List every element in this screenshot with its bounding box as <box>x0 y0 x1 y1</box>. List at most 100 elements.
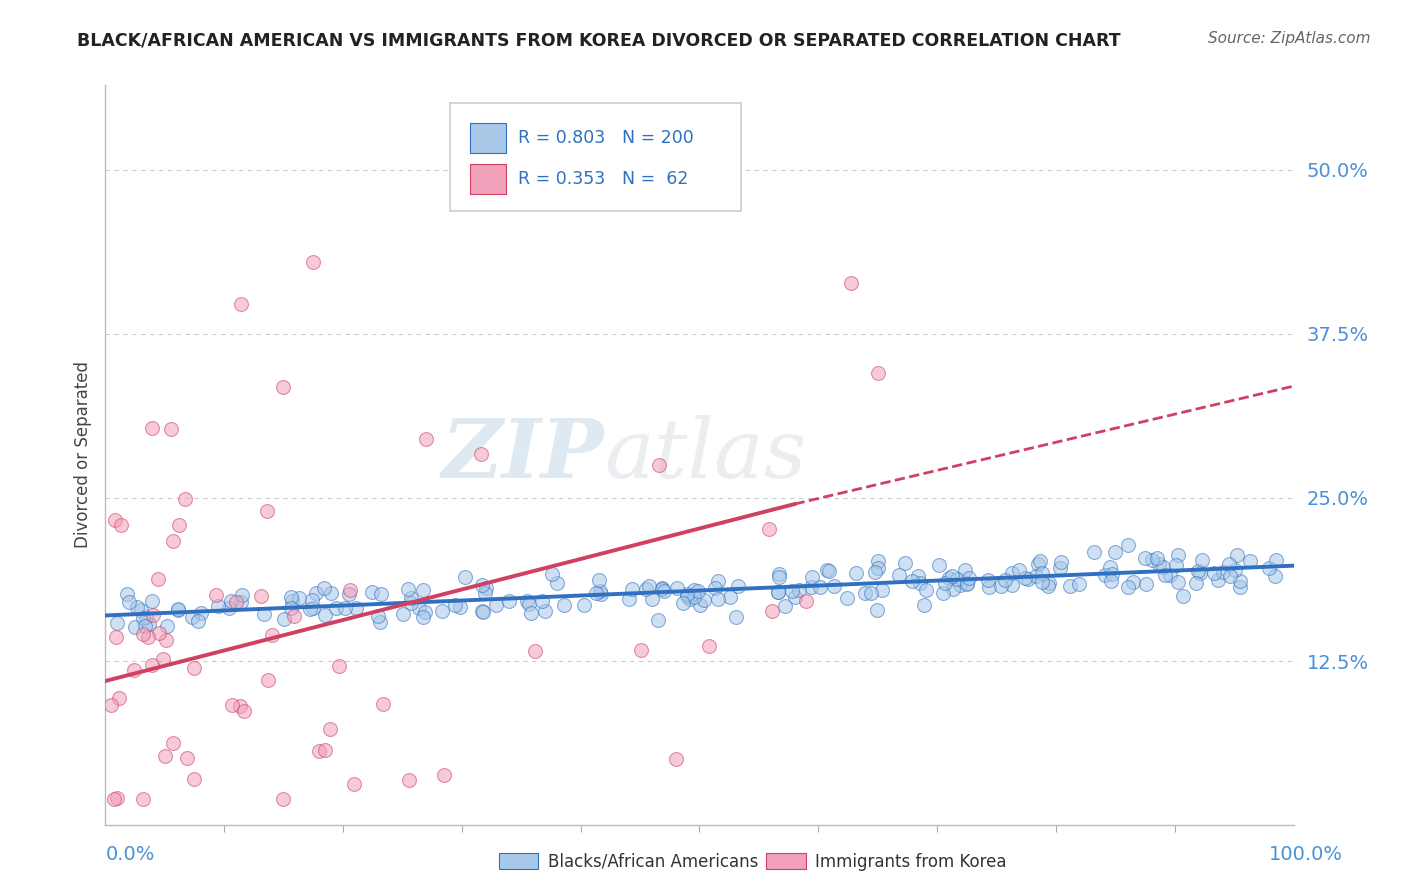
Y-axis label: Divorced or Separated: Divorced or Separated <box>73 361 91 549</box>
Point <box>955 563 977 577</box>
Point <box>156 618 179 632</box>
Point <box>134 619 156 633</box>
Point <box>589 584 612 599</box>
Point <box>321 586 343 600</box>
Point <box>229 698 252 713</box>
Point <box>1187 564 1209 578</box>
Point <box>1001 578 1024 592</box>
Text: 100.0%: 100.0% <box>1268 845 1343 864</box>
Point <box>932 585 955 599</box>
Point <box>271 792 294 806</box>
Point <box>131 792 153 806</box>
Point <box>1135 577 1157 591</box>
Point <box>408 601 430 615</box>
Point <box>253 607 276 621</box>
Point <box>1038 579 1060 593</box>
Point <box>104 514 127 528</box>
Point <box>225 594 247 608</box>
Point <box>1008 563 1031 577</box>
Text: R = 0.353: R = 0.353 <box>517 169 605 187</box>
Point <box>914 583 936 598</box>
Point <box>474 586 496 600</box>
Point <box>136 630 159 644</box>
Point <box>648 458 671 472</box>
Point <box>231 595 253 609</box>
Point <box>471 604 494 618</box>
Point <box>934 576 956 591</box>
Point <box>889 567 911 582</box>
Point <box>166 602 188 616</box>
Point <box>132 627 155 641</box>
Point <box>1219 568 1241 582</box>
Point <box>231 297 253 311</box>
Point <box>1167 549 1189 563</box>
Point <box>399 591 422 605</box>
Point <box>621 582 644 596</box>
Point <box>1218 557 1240 571</box>
Point <box>1133 550 1156 565</box>
Point <box>665 752 688 766</box>
Point <box>273 612 295 626</box>
Point <box>1122 574 1144 589</box>
Point <box>686 583 709 598</box>
Point <box>523 644 546 658</box>
Point <box>768 566 790 581</box>
Point <box>941 569 963 583</box>
Point <box>470 447 492 461</box>
Point <box>173 492 195 507</box>
Point <box>1116 581 1139 595</box>
Point <box>676 589 699 603</box>
Point <box>725 610 748 624</box>
Point <box>472 605 495 619</box>
Point <box>396 582 419 597</box>
Point <box>257 673 280 688</box>
Point <box>1049 560 1071 574</box>
Point <box>454 570 477 584</box>
Point <box>498 593 520 607</box>
Point <box>1159 568 1181 582</box>
Point <box>979 580 1001 594</box>
Text: Source: ZipAtlas.com: Source: ZipAtlas.com <box>1208 31 1371 46</box>
Point <box>1140 553 1163 567</box>
Point <box>167 517 190 532</box>
Point <box>703 581 725 595</box>
Point <box>162 736 184 750</box>
Point <box>783 590 806 604</box>
Point <box>1094 568 1116 582</box>
Point <box>1014 571 1036 585</box>
Point <box>1017 572 1039 586</box>
Point <box>683 582 706 597</box>
Point <box>1226 548 1249 562</box>
Point <box>1264 569 1286 583</box>
Point <box>155 632 177 647</box>
Point <box>256 504 278 518</box>
Point <box>718 590 741 604</box>
Point <box>815 563 838 577</box>
Point <box>319 722 342 736</box>
Point <box>449 599 471 614</box>
Point <box>413 605 436 619</box>
Point <box>433 768 456 782</box>
Point <box>990 579 1012 593</box>
Point <box>758 522 780 536</box>
Point <box>1104 545 1126 559</box>
Point <box>651 582 673 596</box>
Point <box>107 615 129 630</box>
Point <box>337 587 360 601</box>
Point <box>115 587 138 601</box>
Point <box>839 276 862 290</box>
Point <box>957 571 980 585</box>
Point <box>908 576 931 591</box>
Point <box>105 791 128 805</box>
Point <box>190 607 212 621</box>
Point <box>301 592 323 607</box>
Point <box>401 596 423 610</box>
Point <box>572 599 595 613</box>
Point <box>262 628 284 642</box>
Point <box>956 576 979 591</box>
Point <box>679 591 702 606</box>
Point <box>1229 580 1251 594</box>
Point <box>693 592 716 607</box>
Point <box>302 254 325 268</box>
Point <box>335 601 357 615</box>
